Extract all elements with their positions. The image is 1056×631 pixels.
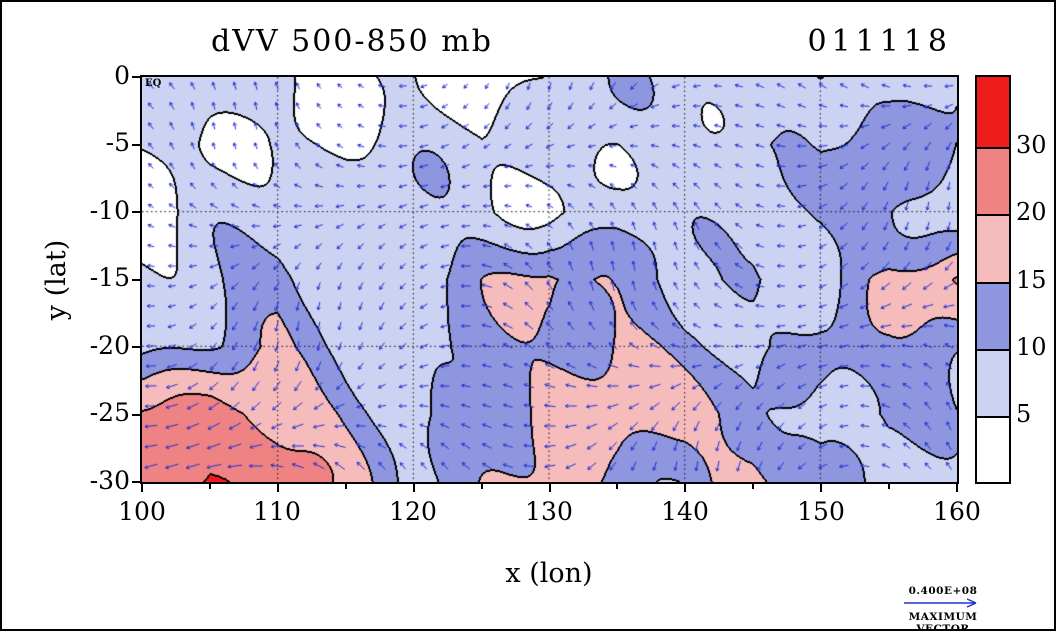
x-tick-mark bbox=[141, 484, 143, 492]
y-tick-mark bbox=[132, 481, 140, 483]
y-tick-label: -5 bbox=[105, 128, 130, 157]
plot-title: dVV 500-850 mb bbox=[211, 24, 493, 59]
x-tick-label: 120 bbox=[389, 497, 437, 526]
colorbar-segment bbox=[977, 349, 1009, 416]
y-tick-label: -20 bbox=[89, 331, 130, 360]
colorbar-label: 5 bbox=[1016, 400, 1032, 428]
x-tick-label: 110 bbox=[253, 497, 301, 526]
x-minor-tick-mark bbox=[208, 484, 211, 489]
y-tick-mark bbox=[132, 76, 140, 78]
y-tick-label: -25 bbox=[89, 398, 130, 427]
colorbar-segment bbox=[977, 147, 1009, 214]
x-minor-tick-mark bbox=[344, 484, 347, 489]
y-tick-label: -15 bbox=[89, 263, 130, 292]
x-axis-title: x (lon) bbox=[505, 558, 593, 589]
x-tick-mark bbox=[412, 484, 415, 492]
x-tick-mark bbox=[820, 484, 823, 492]
y-tick-label: -30 bbox=[89, 466, 130, 495]
y-tick-mark bbox=[132, 143, 140, 146]
y-tick-label: -10 bbox=[89, 196, 130, 225]
x-tick-mark bbox=[276, 484, 279, 492]
colorbar bbox=[975, 75, 1011, 484]
x-tick-mark bbox=[548, 484, 551, 492]
colorbar-segment bbox=[977, 77, 1009, 147]
max-vector-value: 0.400E+08 bbox=[908, 585, 978, 597]
y-tick-mark bbox=[132, 278, 140, 281]
max-vector-arrow-icon bbox=[904, 598, 977, 608]
colorbar-segment bbox=[977, 214, 1009, 282]
colorbar-label: 10 bbox=[1016, 333, 1047, 361]
max-vector-label: MAXIMUM VECTOR bbox=[908, 611, 978, 631]
colorbar-label: 30 bbox=[1016, 131, 1047, 159]
x-minor-tick-mark bbox=[888, 484, 891, 489]
x-tick-mark bbox=[956, 484, 958, 492]
equator-label: EQ bbox=[145, 78, 162, 89]
x-tick-label: 130 bbox=[525, 497, 573, 526]
x-tick-label: 160 bbox=[933, 497, 981, 526]
x-tick-label: 100 bbox=[118, 497, 166, 526]
x-minor-tick-mark bbox=[480, 484, 483, 489]
y-tick-mark bbox=[132, 211, 140, 213]
x-minor-tick-mark bbox=[752, 484, 755, 489]
y-tick-mark bbox=[132, 413, 140, 416]
date-label: 011118 bbox=[807, 24, 952, 59]
y-tick-label: 0 bbox=[114, 61, 130, 90]
vector-field-canvas bbox=[142, 77, 957, 482]
colorbar-segment bbox=[977, 282, 1009, 349]
colorbar-label: 15 bbox=[1016, 266, 1047, 294]
x-tick-mark bbox=[684, 484, 687, 492]
x-tick-label: 150 bbox=[797, 497, 845, 526]
colorbar-segment bbox=[977, 416, 1009, 482]
x-minor-tick-mark bbox=[616, 484, 619, 489]
plot-area: EQ bbox=[140, 75, 959, 484]
colorbar-label: 20 bbox=[1016, 198, 1047, 226]
y-tick-mark bbox=[132, 346, 140, 348]
x-tick-label: 140 bbox=[661, 497, 709, 526]
